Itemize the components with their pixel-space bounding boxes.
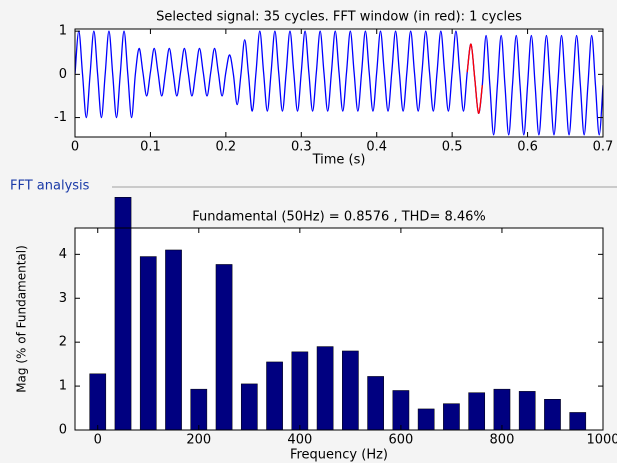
- bar: [89, 373, 107, 431]
- bar: [215, 264, 233, 431]
- bar: [443, 403, 460, 431]
- y-tick-label: 0: [59, 67, 67, 82]
- x-tick-label: 0: [94, 433, 102, 448]
- y-axis-label: Mag (% of Fundamental): [15, 245, 29, 393]
- bar: [240, 383, 258, 431]
- x-tick-label: 0.5: [442, 140, 463, 155]
- y-tick-label: -1: [54, 110, 67, 125]
- bar: [139, 256, 157, 431]
- y-tick-label: 0: [59, 423, 67, 438]
- y-tick-label: 4: [59, 247, 67, 262]
- x-tick-label: 1000: [586, 433, 617, 448]
- chart-title: Selected signal: 35 cycles. FFT window (…: [156, 10, 522, 25]
- x-tick-label: 800: [490, 433, 515, 448]
- plot-area: [75, 29, 603, 137]
- bar: [114, 197, 132, 431]
- bar: [165, 249, 182, 431]
- x-tick-label: 0.1: [140, 140, 161, 155]
- signal-line: [466, 43, 483, 114]
- bar: [367, 376, 384, 431]
- y-tick-label: 1: [59, 379, 67, 394]
- x-axis-label: Time (s): [312, 153, 366, 168]
- x-tick-label: 0.7: [593, 140, 614, 155]
- plot-area: [75, 228, 603, 430]
- panel-label: FFT analysis: [10, 179, 90, 194]
- bar: [493, 388, 511, 431]
- y-tick-label: 1: [59, 24, 67, 39]
- axes-box: [74, 28, 604, 138]
- bar: [518, 391, 536, 431]
- bar: [266, 361, 283, 431]
- y-tick-label: 2: [59, 335, 67, 350]
- bar: [468, 392, 486, 431]
- y-tick-label: 3: [59, 291, 67, 306]
- chart-title: Fundamental (50Hz) = 0.8576 , THD= 8.46%: [192, 210, 486, 225]
- bar: [291, 351, 309, 431]
- bar: [190, 388, 208, 431]
- bar: [316, 346, 334, 431]
- bar: [392, 390, 410, 431]
- axes-box: [74, 227, 604, 431]
- bar: [569, 412, 587, 431]
- x-tick-label: 0.4: [366, 140, 387, 155]
- x-tick-label: 0.2: [216, 140, 237, 155]
- signal-line: [75, 30, 603, 136]
- x-tick-label: 600: [388, 433, 413, 448]
- x-tick-label: 400: [287, 433, 312, 448]
- x-tick-label: 0.6: [517, 140, 538, 155]
- x-tick-label: 0.3: [291, 140, 312, 155]
- x-tick-label: 200: [186, 433, 211, 448]
- bar: [417, 408, 435, 431]
- bar: [544, 399, 561, 431]
- bar: [342, 350, 359, 431]
- x-axis-label: Frequency (Hz): [290, 448, 388, 463]
- x-tick-label: 0: [71, 140, 79, 155]
